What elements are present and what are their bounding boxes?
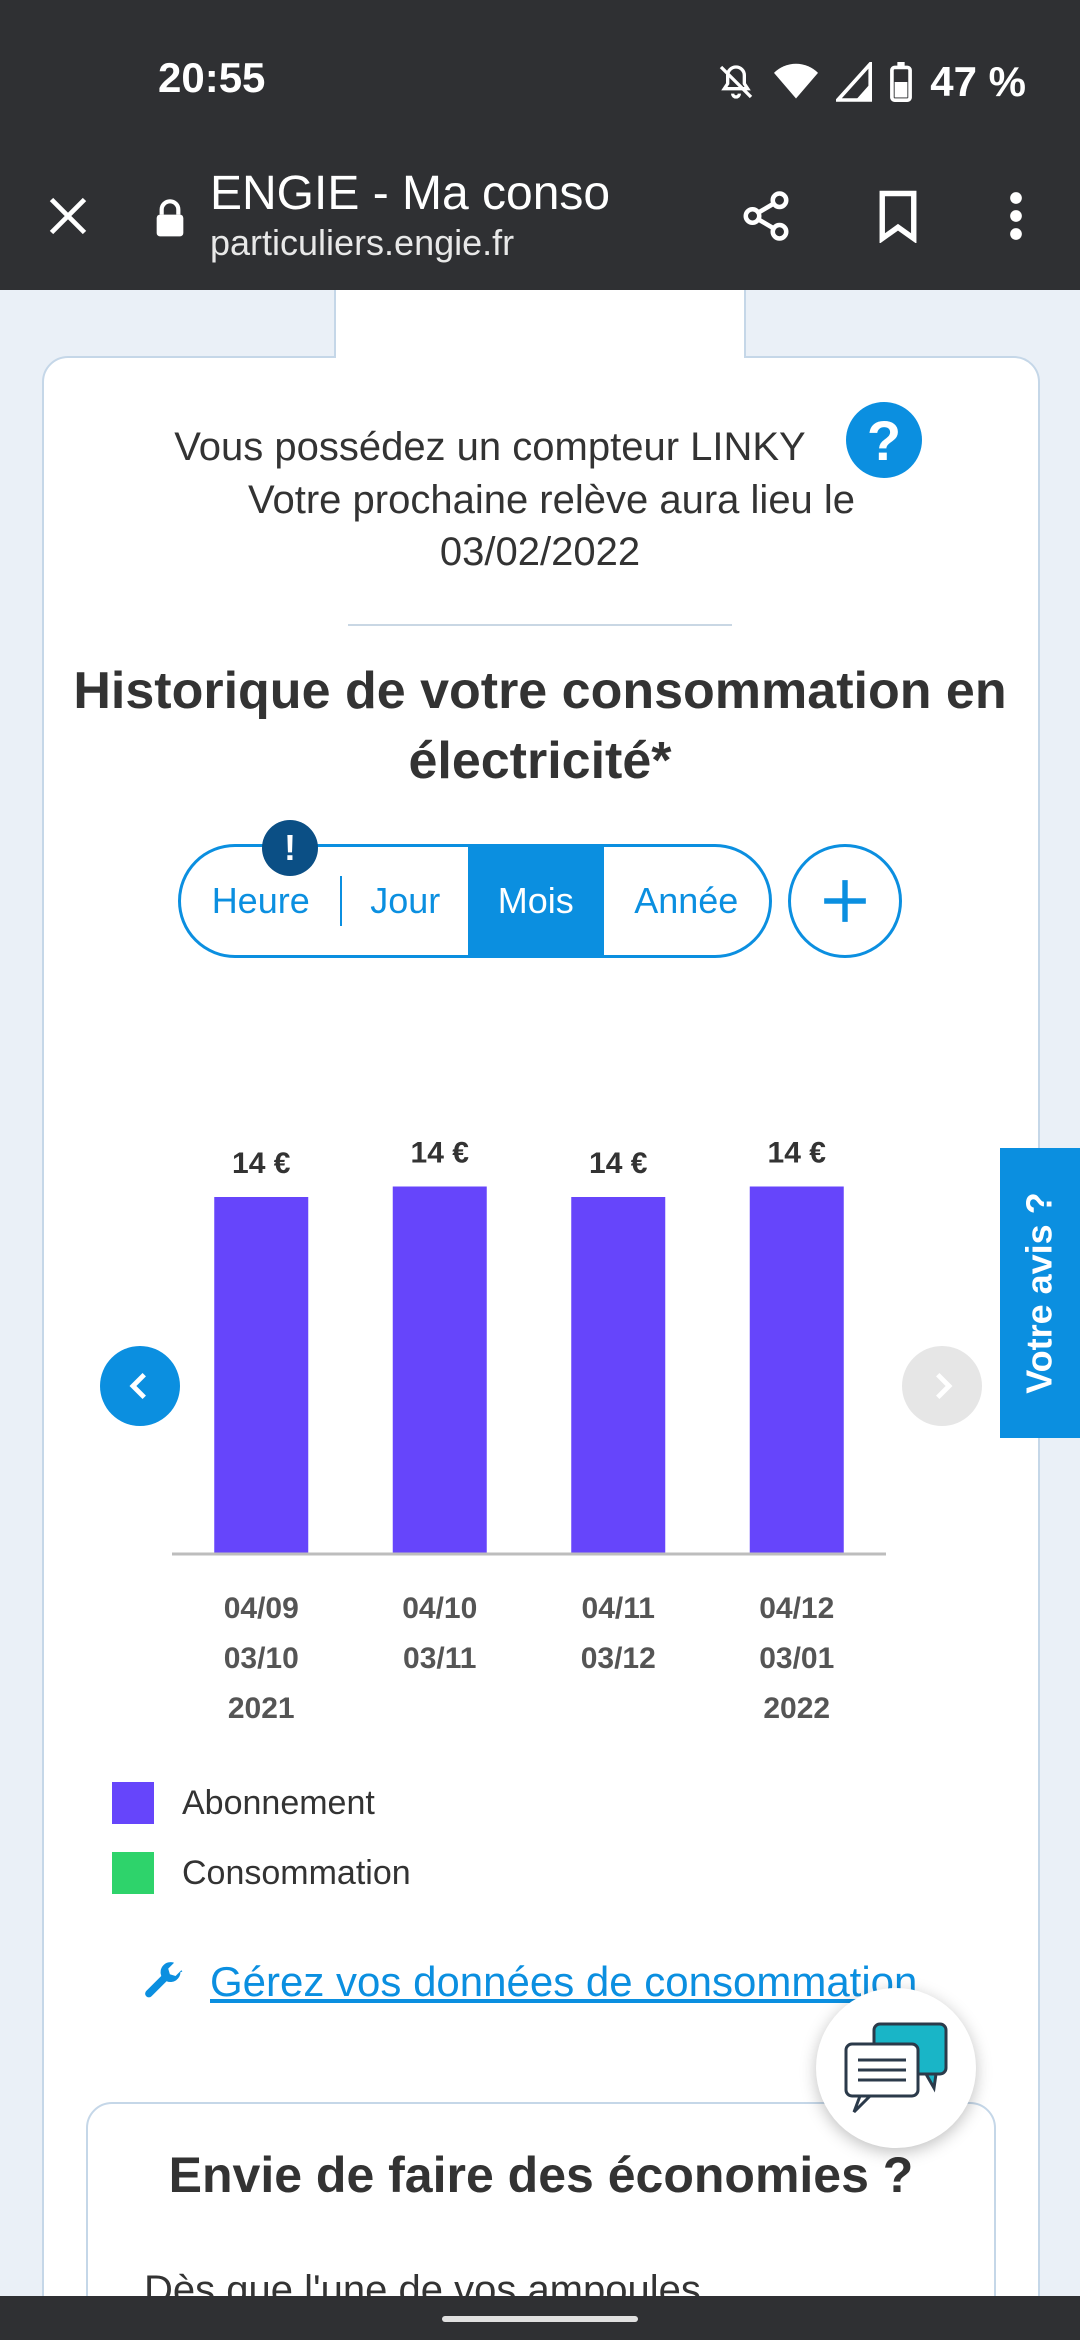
status-bar: 20:55 47 % <box>0 0 1080 160</box>
chevron-right-icon <box>936 1372 953 1400</box>
bar-data-label: 14 € <box>589 1147 648 1180</box>
close-button[interactable] <box>40 188 96 244</box>
battery-level: 47 % <box>930 58 1026 105</box>
period-selector: Heure Jour Mois Année <box>178 844 772 958</box>
more-vert-icon <box>1010 192 1022 240</box>
wifi-icon <box>774 63 819 99</box>
manage-data-link-text[interactable]: Gérez vos données de consommation <box>210 1958 918 2005</box>
bar-abonnement-3[interactable] <box>749 1186 844 1555</box>
feedback-tab-label: Votre avis ? <box>1019 1192 1061 1394</box>
tab-jour[interactable]: Jour <box>370 880 441 921</box>
consumption-chart: 14 € 04/09 03/10 2021 14 € 04/10 03/11 14 € 04/1… <box>172 1137 886 1725</box>
add-comparison-button[interactable] <box>788 844 902 958</box>
wrench-icon <box>145 1962 183 1998</box>
previous-period-button[interactable] <box>100 1346 180 1426</box>
bar-abonnement-2[interactable] <box>571 1197 666 1554</box>
status-icons: 47 % <box>716 58 1026 106</box>
tab-separator <box>340 876 343 926</box>
next-period-button[interactable] <box>902 1346 982 1426</box>
tab-mois[interactable]: Mois <box>468 847 604 955</box>
bar-abonnement-0[interactable] <box>214 1197 309 1554</box>
battery-icon <box>890 62 913 102</box>
chat-icon <box>844 2022 948 2114</box>
x-tick-label: 03/12 <box>581 1642 656 1675</box>
help-icon[interactable]: ? <box>846 402 922 478</box>
previous-section-stub <box>334 290 746 358</box>
bar-abonnement-1[interactable] <box>392 1186 487 1555</box>
page-title: ENGIE - Ma conso <box>210 167 611 220</box>
x-tick-label: 03/10 <box>224 1642 299 1675</box>
warning-badge: ! <box>262 820 318 876</box>
tab-annee[interactable]: Année <box>634 880 739 921</box>
x-tick-label: 03/01 <box>759 1642 834 1675</box>
legend-swatch <box>112 1782 154 1824</box>
x-tick-label: 03/11 <box>403 1642 476 1675</box>
bar-data-label: 14 € <box>411 1137 470 1170</box>
bar-data-label: 14 € <box>232 1147 291 1180</box>
legend-item-abonnement: Abonnement <box>112 1768 411 1838</box>
legend-swatch <box>112 1852 154 1894</box>
meter-info-text: Vous possédez un compteur LINKY <box>174 425 806 469</box>
status-time: 20:55 <box>158 54 266 101</box>
bell-off-icon <box>720 65 753 99</box>
share-icon <box>743 191 789 241</box>
legend-item-consommation: Consommation <box>112 1838 411 1908</box>
close-icon <box>49 197 87 235</box>
bookmark-icon <box>879 190 917 243</box>
x-tick-label: 04/11 <box>582 1592 655 1625</box>
bar-data-label: 14 € <box>768 1137 827 1170</box>
chat-button[interactable] <box>816 1988 976 2148</box>
manage-data-link[interactable]: Gérez vos données de consommation <box>142 1958 917 2006</box>
chart-legend: Abonnement Consommation <box>112 1768 411 1908</box>
legend-label: Consommation <box>182 1853 411 1892</box>
chevron-left-icon <box>129 1372 146 1400</box>
bookmark-button[interactable] <box>866 184 930 248</box>
next-reading-date: 03/02/2022 <box>439 530 641 574</box>
x-tick-label: 2022 <box>763 1692 830 1725</box>
share-button[interactable] <box>734 184 798 248</box>
signal-icon <box>836 62 873 102</box>
savings-title: Envie de faire des économies ? <box>168 2147 914 2203</box>
plus-icon <box>824 880 866 922</box>
lock-icon <box>156 199 184 237</box>
x-tick-label: 2021 <box>228 1692 295 1725</box>
tab-heure[interactable]: Heure <box>211 880 310 921</box>
divider <box>348 624 732 626</box>
x-tick-label: 04/10 <box>402 1592 477 1625</box>
menu-button[interactable] <box>984 184 1048 248</box>
legend-label: Abonnement <box>182 1783 375 1822</box>
x-tick-label: 04/09 <box>224 1592 299 1625</box>
page-url[interactable]: particuliers.engie.fr <box>210 222 515 263</box>
browser-toolbar: ENGIE - Ma conso particuliers.engie.fr <box>0 160 1080 290</box>
section-title: Historique de votre consommation en élec… <box>73 662 1007 790</box>
home-gesture-pill[interactable] <box>442 2316 638 2322</box>
card-join <box>336 354 744 360</box>
feedback-tab[interactable]: Votre avis ? <box>1000 1148 1080 1438</box>
next-reading-text: Votre prochaine relève aura lieu le <box>248 478 856 522</box>
x-tick-label: 04/12 <box>759 1592 834 1625</box>
